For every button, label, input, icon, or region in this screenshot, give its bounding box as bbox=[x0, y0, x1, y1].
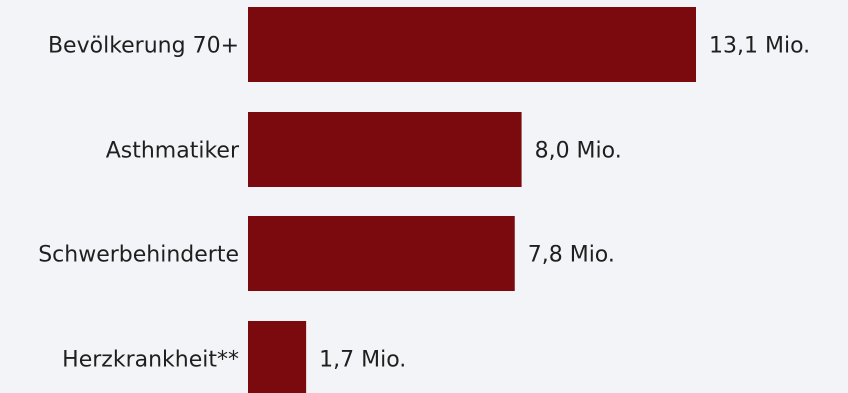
category-label-1: Asthmatiker bbox=[106, 139, 240, 164]
bar-2 bbox=[248, 216, 515, 291]
bar-1 bbox=[248, 112, 522, 187]
value-label-2: 7,8 Mio. bbox=[528, 243, 615, 268]
bars-group bbox=[248, 7, 696, 393]
category-labels-group: Bevölkerung 70+ Asthmatiker Schwerbehinder… bbox=[38, 34, 240, 373]
category-label-2: Schwerbehinderte bbox=[38, 243, 239, 268]
bar-0 bbox=[248, 7, 696, 82]
value-label-1: 8,0 Mio. bbox=[535, 139, 622, 164]
bar-3 bbox=[248, 321, 307, 393]
value-label-0: 13,1 Mio. bbox=[709, 34, 810, 59]
category-label-0: Bevölkerung 70+ bbox=[48, 34, 239, 59]
value-labels-group: 13,1 Mio. 8,0 Mio. 7,8 Mio. 1,7 Mio. bbox=[319, 34, 810, 373]
value-label-3: 1,7 Mio. bbox=[319, 348, 406, 373]
category-label-3: Herzkrankheit** bbox=[62, 348, 239, 373]
